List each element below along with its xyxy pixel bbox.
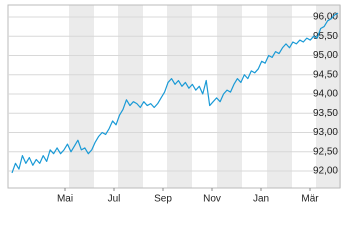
month-band — [316, 5, 341, 188]
x-tick-label: Sep — [154, 194, 172, 205]
x-tick-label: Mai — [57, 194, 73, 205]
month-band — [267, 5, 292, 188]
x-tick-label: Mär — [301, 194, 319, 205]
x-tick-label: Jan — [253, 194, 269, 205]
y-tick-label: 92,00 — [313, 166, 338, 177]
month-bands — [69, 5, 341, 188]
y-tick-label: 94,50 — [313, 69, 338, 80]
x-tick-label: Nov — [203, 194, 221, 205]
price-line — [11, 12, 339, 174]
y-tick-label: 92,50 — [313, 146, 338, 157]
month-band — [69, 5, 94, 188]
month-band — [167, 5, 192, 188]
y-tick-label: 93,50 — [313, 108, 338, 119]
plot-frame — [7, 4, 341, 189]
y-tick-label: 93,00 — [313, 127, 338, 138]
y-tick-label: 95,50 — [313, 31, 338, 42]
y-tick-label: 95,00 — [313, 50, 338, 61]
month-band — [118, 5, 143, 188]
chart: 92,00 92,50 93,00 93,50 94,00 94,50 95,00 95,50… — [7, 4, 341, 205]
month-band — [217, 5, 242, 188]
y-tick-label: 94,00 — [313, 89, 338, 100]
y-tick-label: 96,00 — [313, 12, 338, 23]
x-tick-label: Jul — [108, 194, 121, 205]
